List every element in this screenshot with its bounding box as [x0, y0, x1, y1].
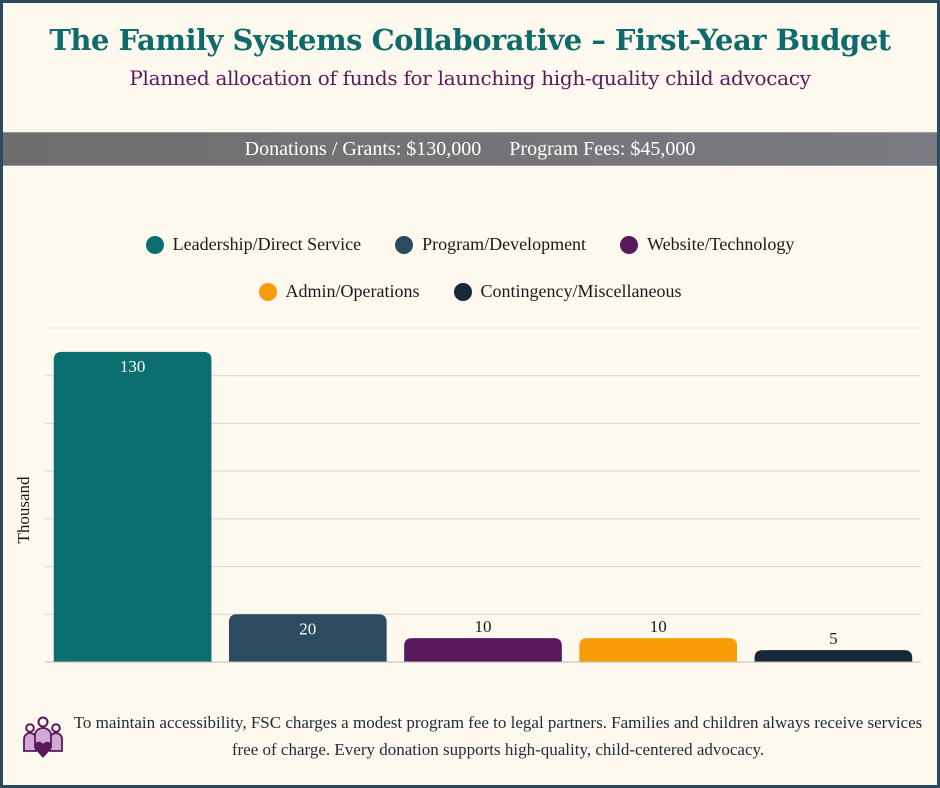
page-subtitle: Planned allocation of funds for launchin… — [129, 66, 811, 90]
chart-legend-row-1: Leadership/Direct Service Program/Develo… — [3, 234, 937, 255]
legend-item-program[interactable]: Program/Development — [395, 234, 586, 255]
bar-value-label: 5 — [829, 629, 838, 648]
legend-label: Leadership/Direct Service — [172, 234, 362, 254]
legend-swatch — [620, 235, 639, 254]
legend-swatch — [395, 235, 414, 254]
bar-value-labels: 130 20 10 10 5 — [120, 357, 838, 648]
program-fees-total: Program Fees: $45,000 — [509, 137, 696, 160]
bar-value-label: 10 — [650, 617, 667, 636]
budget-bar-chart: 130 20 10 10 5 Thousand — [14, 327, 921, 663]
bar-website-technology[interactable] — [404, 638, 562, 662]
bars — [53, 351, 913, 662]
legend-label: Website/Technology — [647, 234, 795, 254]
footer-note: To maintain accessibility, FSC charges a… — [21, 707, 923, 767]
budget-card: The Family Systems Collaborative – First… — [3, 3, 937, 785]
legend-item-admin[interactable]: Admin/Operations — [258, 281, 420, 302]
chart-legend-row-2: Admin/Operations Contingency/Miscellaneo… — [3, 281, 937, 302]
bar-value-label: 10 — [475, 617, 492, 636]
family-heart-icon — [23, 716, 63, 758]
funding-summary-bar: Donations / Grants: $130,000 Program Fee… — [3, 132, 937, 166]
donations-total: Donations / Grants: $130,000 — [244, 137, 482, 160]
legend-swatch — [258, 282, 277, 301]
legend-item-contingency[interactable]: Contingency/Miscellaneous — [453, 281, 682, 302]
bar-value-label: 130 — [120, 357, 146, 376]
footer-text: To maintain accessibility, FSC charges a… — [73, 713, 923, 759]
legend-item-leadership[interactable]: Leadership/Direct Service — [145, 234, 362, 255]
bar-admin-operations[interactable] — [579, 638, 738, 662]
legend-item-website[interactable]: Website/Technology — [620, 234, 794, 255]
bar-contingency-miscellaneous[interactable] — [754, 650, 913, 662]
bar-program-development[interactable] — [228, 614, 387, 662]
legend-swatch — [453, 282, 472, 301]
legend-label: Contingency/Miscellaneous — [480, 281, 682, 301]
bar-value-label: 20 — [299, 619, 316, 638]
legend-label: Admin/Operations — [285, 281, 420, 301]
page-title: The Family Systems Collaborative – First… — [49, 23, 891, 57]
legend-swatch — [145, 235, 164, 254]
bar-leadership-direct-service[interactable] — [53, 351, 212, 662]
legend-label: Program/Development — [422, 234, 587, 254]
y-axis-label: Thousand — [14, 476, 33, 544]
